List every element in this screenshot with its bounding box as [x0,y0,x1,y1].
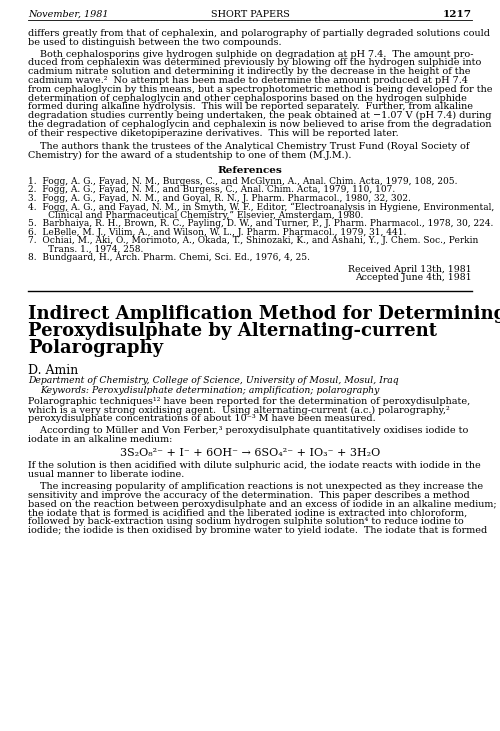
Text: followed by back-extraction using sodium hydrogen sulphite solution⁴ to reduce i: followed by back-extraction using sodium… [28,518,464,526]
Text: According to Müller and Von Ferber,³ peroxydisulphate quantitatively oxidises io: According to Müller and Von Ferber,³ per… [28,426,468,435]
Text: 3S₂O₈²⁻ + I⁻ + 6OH⁻ → 6SO₄²⁻ + IO₃⁻ + 3H₂O: 3S₂O₈²⁻ + I⁻ + 6OH⁻ → 6SO₄²⁻ + IO₃⁻ + 3H… [120,447,380,458]
Text: from cephaloglycin by this means, but a spectrophotometric method is being devel: from cephaloglycin by this means, but a … [28,85,492,94]
Text: based on the reaction between peroxydisulphate and an excess of iodide in an alk: based on the reaction between peroxydisu… [28,499,496,509]
Text: differs greatly from that of cephalexin, and polarography of partially degraded : differs greatly from that of cephalexin,… [28,29,490,38]
Text: Polarography: Polarography [28,338,163,357]
Text: degradation studies currently being undertaken, the peak obtained at −1.07 V (pH: degradation studies currently being unde… [28,111,491,121]
Text: 5.  Barbhaiya, R. H., Brown, R. C., Payling, D. W., and Turner, P., J. Pharm. Ph: 5. Barbhaiya, R. H., Brown, R. C., Payli… [28,219,493,229]
Text: 4.  Fogg, A. G., and Fayad, N. M., in Smyth, W. F., Editor, “Electroanalysis in : 4. Fogg, A. G., and Fayad, N. M., in Smy… [28,202,494,212]
Text: peroxydisulphate concentrations of about 10⁻³ M have been measured.: peroxydisulphate concentrations of about… [28,414,376,423]
Text: formed during alkaline hydrolysis.  This will be reported separately.  Further, : formed during alkaline hydrolysis. This … [28,102,473,111]
Text: iodate in an alkaline medium:: iodate in an alkaline medium: [28,435,172,444]
Text: References: References [218,166,282,175]
Text: be used to distinguish between the two compounds.: be used to distinguish between the two c… [28,38,281,47]
Text: 8.  Bundgaard, H., Arch. Pharm. Chemi, Sci. Ed., 1976, 4, 25.: 8. Bundgaard, H., Arch. Pharm. Chemi, Sc… [28,254,310,262]
Text: 7.  Ochiai, M., Aki, O., Morimoto, A., Okada, T., Shinozaki, K., and Ashahi, Y.,: 7. Ochiai, M., Aki, O., Morimoto, A., Ok… [28,237,478,246]
Text: Department of Chemistry, College of Science, University of Mosul, Mosul, Iraq: Department of Chemistry, College of Scie… [28,376,398,385]
Text: Peroxydisulphate by Alternating-current: Peroxydisulphate by Alternating-current [28,322,437,340]
Text: Both cephalosporins give hydrogen sulphide on degradation at pH 7.4.  The amount: Both cephalosporins give hydrogen sulphi… [28,50,473,58]
Text: If the solution is then acidified with dilute sulphuric acid, the iodate reacts : If the solution is then acidified with d… [28,461,481,471]
Text: 1.  Fogg, A. G., Fayad, N. M., Burgess, C., and McGlynn, A., Anal. Chim. Acta, 1: 1. Fogg, A. G., Fayad, N. M., Burgess, C… [28,177,458,186]
Text: November, 1981: November, 1981 [28,10,108,19]
Text: Accepted June 4th, 1981: Accepted June 4th, 1981 [356,273,472,282]
Text: cadmium wave.²  No attempt has been made to determine the amount produced at pH : cadmium wave.² No attempt has been made … [28,76,468,85]
Text: 1217: 1217 [443,10,472,19]
Text: duced from cephalexin was determined previously by blowing off the hydrogen sulp: duced from cephalexin was determined pre… [28,58,481,67]
Text: iodide; the iodide is then oxidised by bromine water to yield iodate.  The iodat: iodide; the iodide is then oxidised by b… [28,526,487,535]
Text: SHORT PAPERS: SHORT PAPERS [210,10,290,19]
Text: determination of cephaloglycin and other cephalosporins based on the hydrogen su: determination of cephaloglycin and other… [28,94,467,102]
Text: Indirect Amplification Method for Determining: Indirect Amplification Method for Determ… [28,305,500,322]
Text: D. Amin: D. Amin [28,363,78,376]
Text: 6.  LeBelle, M. J., Vilim, A., and Wilson, W. L., J. Pharm. Pharmacol., 1979, 31: 6. LeBelle, M. J., Vilim, A., and Wilson… [28,228,406,237]
Text: The increasing popularity of amplification reactions is not unexpected as they i: The increasing popularity of amplificati… [28,482,483,491]
Text: Polarographic techniques¹² have been reported for the determination of peroxydis: Polarographic techniques¹² have been rep… [28,397,470,406]
Text: cadmium nitrate solution and determining it indirectly by the decrease in the he: cadmium nitrate solution and determining… [28,67,470,76]
Text: The authors thank the trustees of the Analytical Chemistry Trust Fund (Royal Soc: The authors thank the trustees of the An… [28,142,469,151]
Text: the iodate that is formed is acidified and the liberated iodine is extracted int: the iodate that is formed is acidified a… [28,508,467,518]
Text: of their respective diketopiperazine derivatives.  This will be reported later.: of their respective diketopiperazine der… [28,129,398,138]
Text: Received April 13th, 1981: Received April 13th, 1981 [348,265,472,274]
Text: Chemistry) for the award of a studentship to one of them (M.J.M.).: Chemistry) for the award of a studentshi… [28,151,351,159]
Text: the degradation of cephaloglycin and cephalexin is now believed to arise from th: the degradation of cephaloglycin and cep… [28,120,491,129]
Text: which is a very strong oxidising agent.  Using alternating-current (a.c.) polaro: which is a very strong oxidising agent. … [28,406,450,414]
Text: Clinical and Pharmaceutical Chemistry,” Elsevier, Amsterdam, 1980.: Clinical and Pharmaceutical Chemistry,” … [28,211,363,220]
Text: 2.  Fogg, A. G., Fayad, N. M., and Burgess, C., Anal. Chim. Acta, 1979, 110, 107: 2. Fogg, A. G., Fayad, N. M., and Burges… [28,186,395,194]
Text: Keywords: Peroxydisulphate determination; amplification; polarography: Keywords: Peroxydisulphate determination… [40,385,380,395]
Text: usual manner to liberate iodine.: usual manner to liberate iodine. [28,470,184,480]
Text: Trans. 1., 1974, 258.: Trans. 1., 1974, 258. [28,245,144,254]
Text: sensitivity and improve the accuracy of the determination.  This paper describes: sensitivity and improve the accuracy of … [28,491,470,500]
Text: 3.  Fogg, A. G., Fayad, N. M., and Goyal, R. N., J. Pharm. Pharmacol., 1980, 32,: 3. Fogg, A. G., Fayad, N. M., and Goyal,… [28,194,411,203]
